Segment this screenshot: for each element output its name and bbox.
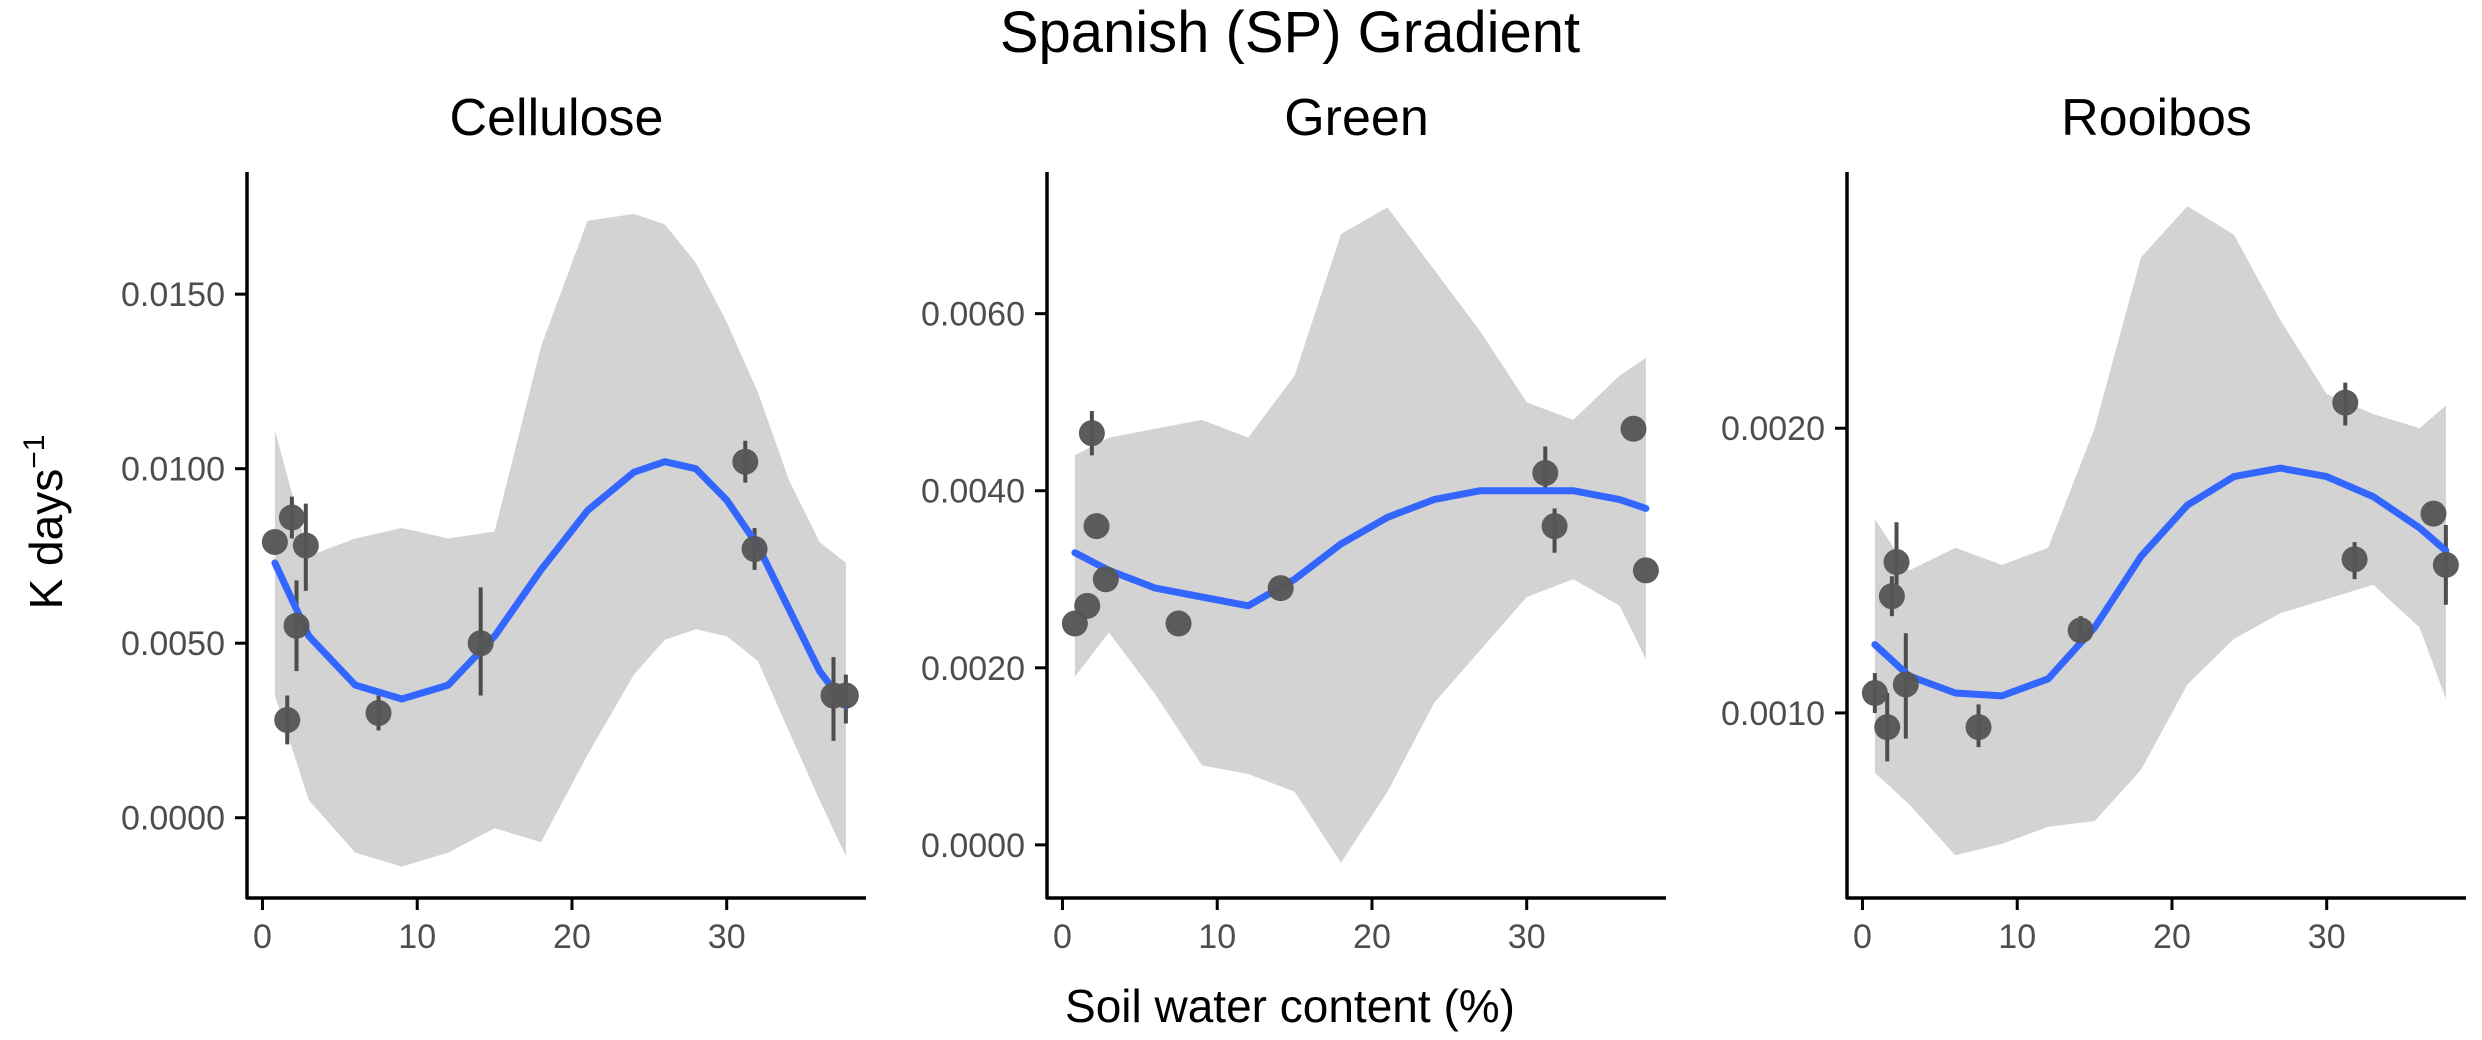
y-axis-label: K days−1 (18, 435, 72, 610)
data-point (283, 612, 310, 639)
x-tick-label: 30 (708, 918, 746, 956)
data-point (1861, 680, 1888, 707)
data-point (1883, 549, 1910, 576)
x-tick-label: 0 (253, 918, 272, 956)
x-tick-label: 20 (2153, 918, 2191, 956)
facet-title: Cellulose (450, 89, 664, 147)
data-point (2067, 617, 2094, 644)
smooth-fit-line (1871, 464, 2450, 700)
y-tick-label: 0.0010 (1721, 695, 1825, 733)
data-point (1541, 513, 1568, 540)
data-point (1892, 671, 1919, 698)
facet-panels: Cellulose 0 10 20 30 0.0000 0.0050 0.0100 0.0150… (121, 89, 2466, 956)
data-point (1620, 415, 1647, 442)
x-axis-label: Soil water content (%) (1065, 980, 1515, 1032)
facet-cellulose: Cellulose 0 10 20 30 0.0000 0.0050 0.0100 0.0150 (121, 89, 866, 956)
facet-rooibos: Rooibos 0 10 20 30 0.0010 0.0020 (1721, 89, 2466, 956)
x-tick-label: 30 (2308, 918, 2346, 956)
data-point (1874, 714, 1901, 741)
x-tick-label: 20 (553, 918, 591, 956)
data-point (2341, 546, 2368, 573)
y-tick-label: 0.0150 (121, 276, 225, 314)
smooth-fit-line (1071, 487, 1650, 610)
data-point (732, 448, 759, 475)
y-tick-label: 0.0000 (921, 827, 1025, 865)
y-tick-label: 0.0060 (921, 296, 1025, 334)
data-point (274, 706, 301, 733)
x-tick-label: 0 (1853, 918, 1872, 956)
smooth-fit-line (271, 458, 850, 710)
data-point (1965, 714, 1992, 741)
y-axis-label-exponent: −1 (18, 435, 51, 469)
data-point (1532, 460, 1559, 487)
x-tick-label: 20 (1353, 918, 1391, 956)
data-point (2420, 500, 2447, 527)
data-point (365, 700, 392, 727)
data-point (2332, 389, 2359, 416)
x-tick-label: 0 (1053, 918, 1072, 956)
data-point (1878, 583, 1905, 610)
data-point (1083, 513, 1110, 540)
facet-title: Rooibos (2061, 89, 2252, 147)
x-tick-label: 30 (1508, 918, 1546, 956)
figure-title: Spanish (SP) Gradient (1000, 0, 1580, 65)
y-axis-label-base: K days (20, 469, 72, 610)
y-tick-label: 0.0020 (1721, 410, 1825, 448)
data-point (741, 535, 768, 562)
data-point (292, 532, 319, 559)
y-tick-label: 0.0000 (121, 800, 225, 838)
y-tick-label: 0.0100 (121, 451, 225, 489)
data-point (2432, 551, 2459, 578)
facet-title: Green (1284, 89, 1429, 147)
data-point (832, 682, 859, 709)
y-tick-label: 0.0050 (121, 625, 225, 663)
data-point (1078, 420, 1105, 447)
facet-green: Green 0 10 20 30 0.0000 0.0020 0.0040 0.0060 (921, 89, 1666, 956)
data-point (1165, 610, 1192, 637)
y-tick-label: 0.0040 (921, 473, 1025, 511)
y-tick-label: 0.0020 (921, 650, 1025, 688)
data-point (1632, 557, 1659, 584)
x-tick-label: 10 (398, 918, 436, 956)
data-point (467, 630, 494, 657)
data-point (1074, 592, 1101, 619)
data-point (1092, 566, 1119, 593)
data-point (1267, 575, 1294, 602)
x-tick-label: 10 (1998, 918, 2036, 956)
data-point (278, 504, 305, 531)
data-point (261, 528, 288, 555)
x-tick-label: 10 (1198, 918, 1236, 956)
